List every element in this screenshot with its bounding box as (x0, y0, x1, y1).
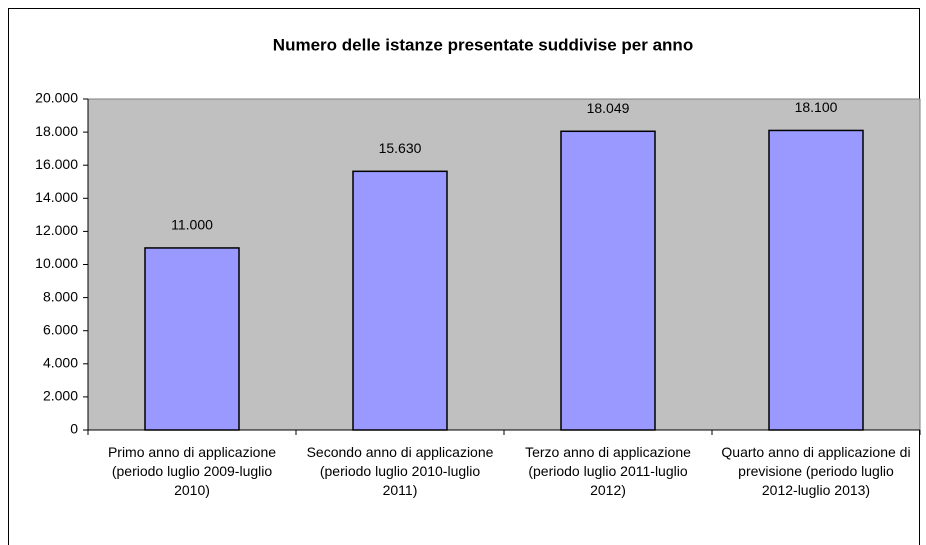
x-tick-label: Quarto anno di applicazione di prevision… (721, 444, 911, 498)
chart-title: Numero delle istanze presentate suddivis… (273, 35, 693, 54)
x-tick-label: Secondo anno di applicazione (periodo lu… (306, 444, 494, 498)
y-tick-label: 16.000 (35, 156, 78, 172)
value-label: 18.100 (795, 99, 838, 115)
y-tick-label: 18.000 (35, 123, 78, 139)
y-tick-label: 2.000 (43, 388, 78, 404)
y-tick-label: 4.000 (43, 355, 78, 371)
value-label: 18.049 (587, 100, 630, 116)
x-tick-label: Primo anno di applicazione (periodo lugl… (107, 444, 277, 498)
y-tick-label: 8.000 (43, 288, 78, 304)
x-tick-label: Terzo anno di applicazione (periodo lugl… (525, 444, 691, 498)
value-label: 11.000 (171, 217, 213, 233)
y-tick-label: 10.000 (35, 255, 78, 271)
y-tick-label: 12.000 (35, 222, 78, 238)
bar (768, 129, 864, 431)
y-tick-label: 0 (70, 421, 78, 437)
bar (560, 130, 656, 431)
y-tick-label: 6.000 (43, 321, 78, 337)
bar (144, 247, 240, 431)
y-tick-label: 14.000 (35, 189, 78, 205)
bar (352, 170, 448, 431)
y-tick-label: 20.000 (35, 90, 78, 106)
value-label: 15.630 (379, 140, 422, 156)
